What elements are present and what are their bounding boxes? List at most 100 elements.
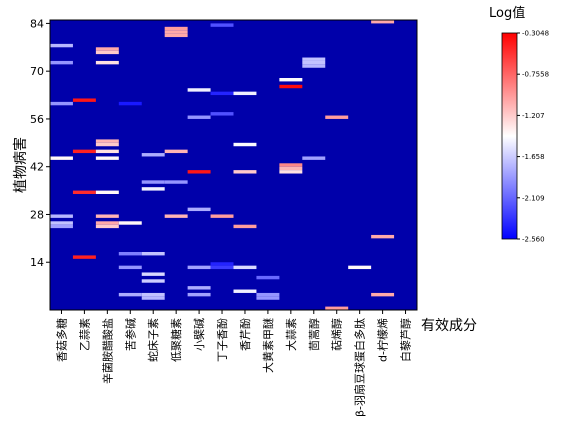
heatmap-cell <box>141 292 165 297</box>
heatmap-cell <box>141 279 165 283</box>
heatmap-cell <box>141 187 165 191</box>
heatmap-cell <box>210 112 234 116</box>
y-tick-label: 28 <box>30 208 44 221</box>
colorbar-tick-label: -0.7558 <box>522 71 549 79</box>
heatmap-cell <box>302 156 326 160</box>
heatmap-cell <box>256 296 280 300</box>
heatmap-cell <box>210 262 234 266</box>
heatmap-cell <box>210 23 234 27</box>
heatmap-cell <box>141 252 165 256</box>
heatmap-cell <box>50 156 73 160</box>
colorbar-tick-label: -1.658 <box>522 153 545 161</box>
heatmap-cell <box>164 180 188 184</box>
heatmap-cell <box>164 26 188 31</box>
heatmap-cell <box>141 272 165 276</box>
colorbar-tick-label: -2.560 <box>522 236 545 244</box>
heatmap-cell <box>50 224 73 229</box>
heatmap-cell <box>279 163 303 167</box>
heatmap-cell <box>279 84 303 89</box>
y-tick-label: 42 <box>30 161 44 174</box>
heatmap-cells <box>50 20 395 310</box>
colorbar-title: Log值 <box>489 5 525 21</box>
x-tick-label: 丁子香酚 <box>215 318 229 362</box>
heatmap-cell <box>302 57 326 61</box>
heatmap-cell <box>164 33 188 38</box>
heatmap-cell <box>95 221 119 225</box>
heatmap-cell <box>95 149 119 154</box>
x-tick-label: β-羽扇豆球蛋白多肽 <box>353 318 367 417</box>
heatmap-cell <box>279 166 303 171</box>
heatmap-cell <box>72 190 96 194</box>
heatmap-cell <box>118 221 142 225</box>
x-tick-label: 白藜芦醇 <box>399 318 413 362</box>
heatmap-cell <box>233 91 257 96</box>
heatmap-cell <box>72 98 96 102</box>
heatmap-cell <box>187 207 211 212</box>
heatmap-cell <box>302 64 326 68</box>
x-tick-label: d-柠檬烯 <box>376 318 390 362</box>
heatmap-cell <box>164 30 188 34</box>
colorbar-tick-label: -1.207 <box>522 112 545 120</box>
heatmap-cell <box>233 265 257 270</box>
heatmap-cell <box>50 221 73 225</box>
heatmap-cell <box>187 88 211 92</box>
heatmap-cell <box>95 139 119 143</box>
heatmap-cell <box>72 149 96 154</box>
heatmap-cell <box>141 180 165 184</box>
heatmap-cell <box>210 91 234 96</box>
heatmap-cell <box>95 50 119 55</box>
heatmap-cell <box>118 292 142 297</box>
heatmap-cell <box>233 224 257 229</box>
heatmap-cell <box>187 292 211 297</box>
heatmap-cell <box>233 289 257 293</box>
heatmap-cell <box>348 265 372 270</box>
plot-background <box>50 20 417 310</box>
y-tick-label: 70 <box>30 65 44 78</box>
heatmap-cell <box>233 170 257 174</box>
x-tick-label: 萜烯醇 <box>330 318 344 351</box>
colorbar-tick-label: -2.109 <box>522 194 545 202</box>
heatmap-cell <box>95 156 119 160</box>
heatmap-cell <box>118 252 142 256</box>
heatmap-cell <box>279 78 303 82</box>
heatmap-cell <box>187 115 211 119</box>
x-tick-label: 大蒜素 <box>284 318 298 351</box>
heatmap-cell <box>141 296 165 300</box>
heatmap-cell <box>187 170 211 174</box>
heatmap-cell <box>302 60 326 65</box>
heatmap-cell <box>95 60 119 65</box>
heatmap-cell <box>95 190 119 194</box>
plot-frame <box>49 19 418 311</box>
y-axis-title: 植物病害 <box>13 137 29 193</box>
x-tick-label: 低聚糖素 <box>169 318 183 362</box>
heatmap-cell <box>95 47 119 51</box>
heatmap-cell <box>187 265 211 270</box>
y-axis: 14 28 42 56 70 84 <box>30 17 50 269</box>
heatmap-cell <box>233 142 257 147</box>
heatmap-cell <box>279 170 303 174</box>
x-tick-label: 辛菌胺醋酸盐 <box>100 318 114 384</box>
x-axis: 香菇多糖 乙蒜素 辛菌胺醋酸盐 苦参碱 蛇床子素 低聚糖素 小檗碱 丁子香酚 香芹酚 大黄素甲醚大… <box>55 310 413 417</box>
heatmap-cell <box>371 234 395 239</box>
heatmap-cell <box>95 224 119 229</box>
colorbar-tick-label: -0.3048 <box>522 30 549 38</box>
x-tick-label: 茴蒿醇 <box>307 318 321 351</box>
x-tick-label: 香芹酚 <box>238 318 252 351</box>
heatmap-cell <box>256 275 280 280</box>
x-tick-label: 乙蒜素 <box>78 318 91 351</box>
heatmap-cell <box>118 265 142 270</box>
y-tick-label: 84 <box>30 17 44 30</box>
heatmap-cell <box>50 60 73 65</box>
heatmap-cell <box>164 149 188 154</box>
colorbar-gradient <box>501 32 518 240</box>
heatmap-cell <box>371 292 395 297</box>
heatmap-cell <box>325 115 349 119</box>
x-tick-label: 苦参碱 <box>123 318 137 351</box>
heatmap-cell <box>210 214 234 218</box>
x-axis-title: 有效成分 <box>421 318 477 334</box>
heatmap-cell <box>50 101 73 106</box>
heatmap-cell <box>72 255 96 259</box>
x-tick-label: 小檗碱 <box>192 318 206 351</box>
heatmap-cell <box>50 214 73 218</box>
heatmap-cell <box>95 214 119 218</box>
